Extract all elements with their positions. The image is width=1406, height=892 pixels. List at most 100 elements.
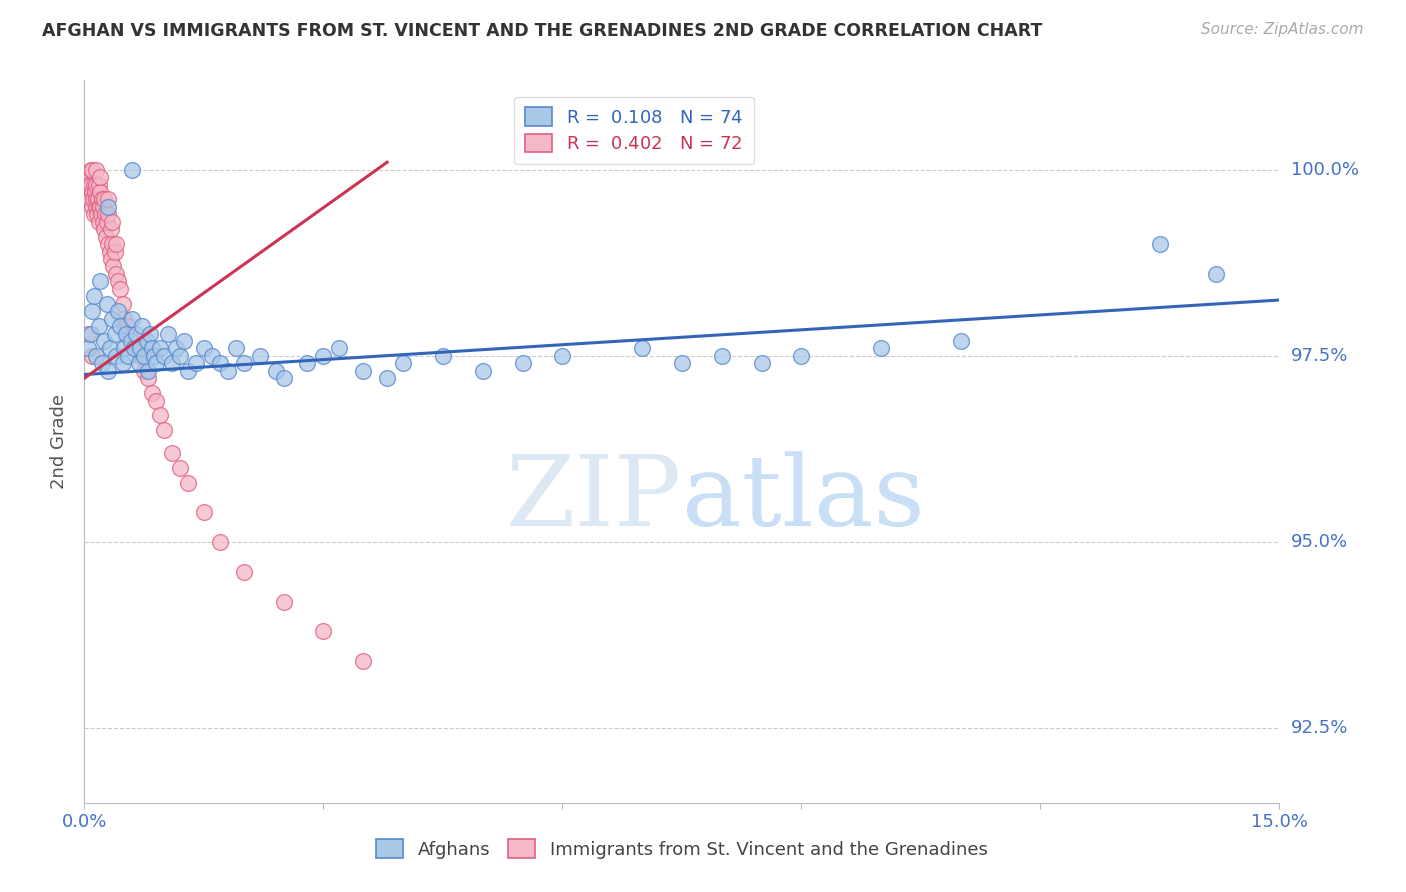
Point	[110, 282, 132, 296]
Point	[80, 326, 103, 341]
Point	[82, 162, 104, 177]
Point	[80, 162, 103, 177]
Point	[132, 364, 156, 378]
Point	[89, 215, 111, 229]
Point	[97, 193, 120, 207]
Point	[93, 193, 115, 207]
Point	[87, 178, 110, 192]
Point	[97, 237, 120, 252]
Text: atlas: atlas	[682, 451, 925, 547]
Point	[120, 334, 142, 348]
Point	[352, 654, 374, 668]
Point	[122, 342, 145, 356]
Point	[111, 297, 134, 311]
Text: 100.0%: 100.0%	[1291, 161, 1358, 178]
Point	[86, 178, 108, 192]
Point	[264, 364, 287, 378]
Point	[96, 297, 118, 311]
Point	[128, 356, 150, 370]
Point	[75, 178, 97, 192]
Point	[125, 326, 148, 341]
Point	[111, 356, 134, 370]
Point	[149, 409, 172, 423]
Point	[273, 371, 295, 385]
Point	[551, 349, 574, 363]
Point	[173, 334, 195, 348]
Point	[225, 342, 247, 356]
Point	[949, 334, 972, 348]
Point	[1205, 267, 1227, 281]
Y-axis label: 2nd Grade: 2nd Grade	[51, 394, 69, 489]
Point	[117, 349, 139, 363]
Point	[312, 349, 335, 363]
Point	[89, 200, 111, 214]
Point	[125, 342, 148, 356]
Point	[86, 193, 108, 207]
Point	[101, 237, 124, 252]
Point	[208, 535, 231, 549]
Point	[149, 342, 172, 356]
Point	[93, 200, 115, 214]
Point	[143, 349, 166, 363]
Point	[751, 356, 773, 370]
Point	[89, 185, 111, 199]
Point	[105, 267, 128, 281]
Point	[104, 326, 127, 341]
Point	[138, 326, 160, 341]
Point	[232, 356, 254, 370]
Point	[82, 349, 104, 363]
Point	[132, 349, 156, 363]
Point	[352, 364, 374, 378]
Point	[77, 342, 100, 356]
Point	[79, 193, 101, 207]
Point	[100, 222, 122, 236]
Point	[90, 193, 112, 207]
Point	[160, 356, 183, 370]
Point	[232, 565, 254, 579]
Point	[96, 215, 118, 229]
Point	[97, 364, 120, 378]
Point	[312, 624, 335, 639]
Point	[112, 342, 135, 356]
Text: 95.0%: 95.0%	[1291, 533, 1348, 551]
Point	[86, 162, 108, 177]
Point	[77, 170, 100, 185]
Point	[77, 178, 100, 192]
Point	[471, 364, 494, 378]
Point	[328, 342, 350, 356]
Point	[112, 311, 135, 326]
Point	[297, 356, 319, 370]
Point	[117, 319, 139, 334]
Point	[86, 349, 108, 363]
Point	[87, 319, 110, 334]
Point	[169, 349, 191, 363]
Point	[89, 170, 111, 185]
Point	[671, 356, 693, 370]
Point	[89, 274, 111, 288]
Point	[76, 185, 98, 199]
Point	[153, 349, 176, 363]
Point	[110, 319, 132, 334]
Point	[91, 215, 114, 229]
Point	[135, 334, 157, 348]
Point	[790, 349, 813, 363]
Point	[90, 356, 112, 370]
Point	[82, 304, 104, 318]
Point	[141, 342, 163, 356]
Point	[87, 193, 110, 207]
Point	[98, 244, 121, 259]
Point	[97, 207, 120, 221]
Point	[177, 364, 200, 378]
Point	[83, 178, 105, 192]
Point	[90, 207, 112, 221]
Text: ZIP: ZIP	[506, 451, 682, 547]
Point	[136, 364, 159, 378]
Point	[101, 215, 124, 229]
Point	[80, 178, 103, 192]
Point	[177, 475, 200, 490]
Point	[97, 200, 120, 214]
Point	[193, 505, 215, 519]
Point	[104, 244, 127, 259]
Point	[631, 342, 654, 356]
Point	[105, 237, 128, 252]
